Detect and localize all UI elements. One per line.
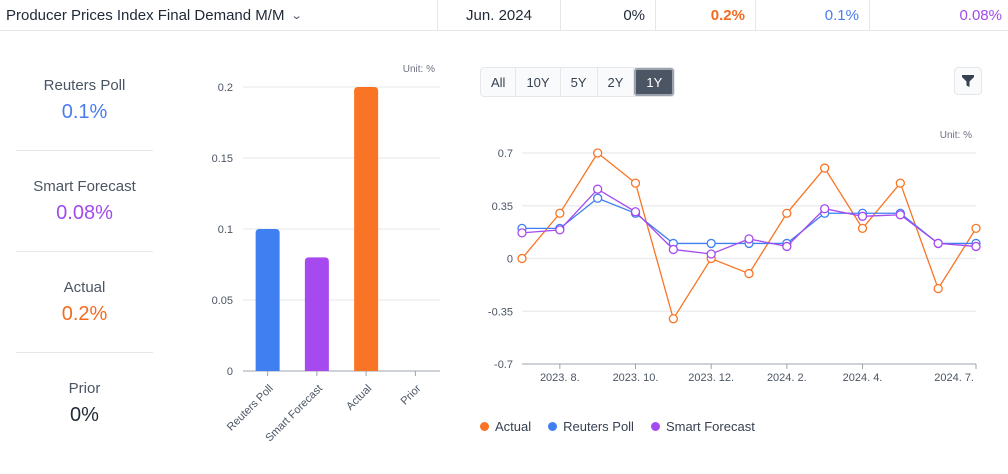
data-point-smart	[517, 228, 527, 238]
x-tick-label: 2023. 10.	[613, 372, 659, 384]
summary-panel: Reuters Poll 0.1% Smart Forecast 0.08% A…	[16, 50, 153, 454]
summary-label: Prior	[68, 380, 101, 397]
summary-value: 0.2%	[61, 302, 108, 325]
x-tick-label: Prior	[399, 382, 424, 407]
data-point-actual	[820, 163, 830, 173]
range-selector: All 10Y 5Y 2Y 1Y	[480, 67, 676, 97]
line-chart-legend: Actual Reuters Poll Smart Forecast	[480, 419, 772, 434]
data-point-smart	[593, 184, 603, 194]
indicator-title-dropdown[interactable]: Producer Prices Index Final Demand M/M ⌄	[0, 0, 437, 31]
y-tick-label: 0.2	[218, 82, 233, 94]
y-tick-label: -0.7	[494, 359, 513, 371]
data-point-actual	[668, 314, 678, 324]
range-1y-button[interactable]: 1Y	[634, 68, 675, 96]
x-tick-label: 2024. 7.	[934, 372, 974, 384]
legend-dot-reuters	[548, 422, 558, 431]
data-point-actual	[744, 268, 754, 279]
y-tick-label: -0.35	[488, 306, 513, 318]
data-point-actual	[630, 178, 641, 188]
y-tick-label: 0.1	[218, 224, 233, 236]
summary-label: Actual	[63, 278, 106, 296]
data-point-actual	[517, 253, 527, 264]
data-point-actual	[933, 283, 943, 294]
range-2y-button[interactable]: 2Y	[598, 68, 635, 96]
summary-prior: Prior 0%	[16, 353, 153, 454]
unit-label: Unit: %	[940, 130, 972, 141]
actual-value: 0.2%	[655, 0, 755, 31]
legend-item-actual[interactable]: Actual	[480, 419, 531, 434]
summary-value: 0.08%	[56, 201, 113, 224]
x-tick-label: 2024. 2.	[767, 372, 807, 384]
data-point-actual	[782, 208, 792, 218]
data-point-smart	[895, 210, 905, 220]
legend-dot-actual	[480, 422, 489, 431]
y-tick-label: 0.05	[212, 295, 233, 307]
x-tick-label: Reuters Poll	[225, 383, 276, 434]
bar-actual	[354, 87, 379, 371]
summary-actual: Actual 0.2%	[16, 252, 153, 353]
legend-item-reuters-poll[interactable]: Reuters Poll	[548, 419, 634, 434]
y-tick-label: 0.15	[212, 153, 233, 165]
x-tick-label: 2024. 4.	[843, 372, 883, 384]
y-tick-label: 0.7	[498, 148, 513, 160]
prior-value: 0%	[560, 0, 655, 31]
data-point-smart	[668, 244, 678, 255]
x-tick-label: Actual	[344, 383, 374, 413]
range-5y-button[interactable]: 5Y	[561, 68, 598, 96]
chevron-down-icon: ⌄	[291, 10, 304, 22]
summary-value: 0.1%	[61, 100, 108, 123]
x-tick-label: 2023. 12.	[688, 372, 734, 384]
range-all-button[interactable]: All	[481, 68, 517, 96]
unit-label: Unit: %	[403, 64, 435, 75]
data-point-actual	[971, 223, 981, 234]
data-point-smart	[630, 207, 641, 217]
summary-reuters-poll: Reuters Poll 0.1%	[16, 50, 153, 151]
range-10y-button[interactable]: 10Y	[516, 68, 561, 96]
legend-item-smart-forecast[interactable]: Smart Forecast	[650, 419, 755, 434]
data-point-actual	[593, 148, 603, 158]
data-point-reuters	[593, 193, 603, 203]
data-point-actual	[555, 208, 565, 218]
data-point-smart	[744, 234, 754, 244]
bar-reuters-poll	[255, 229, 280, 371]
history-line-chart: Unit: % -0.7 -0.35 0 0.35 0.7 2023. 8. 2023. 10…	[488, 130, 981, 384]
release-date: Jun. 2024	[437, 0, 560, 31]
data-point-reuters	[706, 238, 716, 249]
y-tick-label: 0	[507, 254, 513, 266]
indicator-title: Producer Prices Index Final Demand M/M	[6, 7, 285, 24]
data-point-smart	[782, 241, 792, 252]
legend-label: Smart Forecast	[665, 419, 755, 434]
data-point-smart	[933, 238, 943, 249]
y-tick-label: 0.35	[492, 201, 513, 213]
legend-label: Actual	[495, 419, 532, 434]
y-tick-label: 0	[227, 366, 233, 378]
summary-label: Smart Forecast	[33, 177, 136, 195]
data-point-smart	[555, 225, 565, 235]
data-point-actual	[857, 223, 868, 234]
reuters-poll-value: 0.1%	[755, 0, 869, 31]
summary-value: 0%	[70, 404, 99, 426]
legend-label: Reuters Poll	[563, 419, 634, 434]
filter-button[interactable]	[954, 67, 982, 95]
data-point-smart	[857, 211, 868, 221]
summary-smart-forecast: Smart Forecast 0.08%	[16, 151, 153, 252]
x-tick-label: 2023. 8.	[540, 372, 580, 384]
data-point-smart	[971, 241, 981, 252]
bar-smart-forecast	[304, 257, 329, 371]
data-point-actual	[895, 178, 905, 188]
legend-dot-smart	[650, 422, 660, 431]
data-point-smart	[820, 204, 830, 214]
summary-label: Reuters Poll	[43, 76, 126, 94]
indicator-header-row: Producer Prices Index Final Demand M/M ⌄…	[0, 0, 1008, 31]
filter-icon	[962, 75, 974, 87]
smart-forecast-value: 0.08%	[869, 0, 1008, 31]
data-point-smart	[706, 249, 716, 259]
